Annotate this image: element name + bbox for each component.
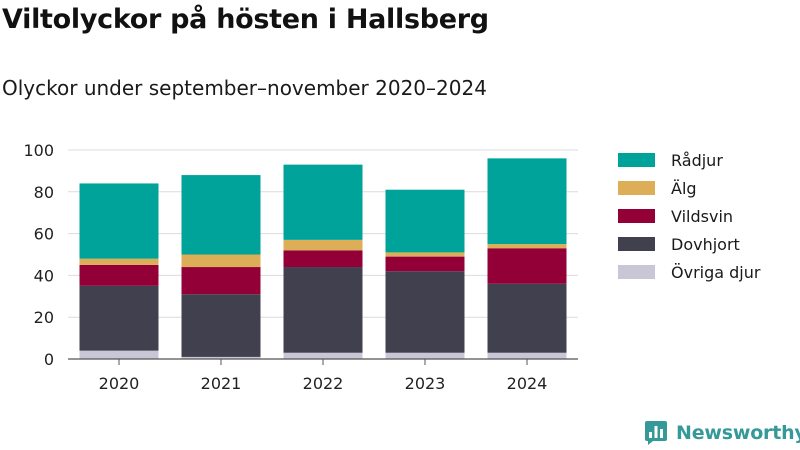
bar-segment (79, 258, 159, 265)
x-tick-label: 2020 (99, 374, 140, 393)
legend-item: Rådjur (618, 146, 760, 174)
bar-segment (181, 175, 261, 255)
y-tick-label: 0 (44, 350, 54, 369)
legend-label: Älg (671, 178, 697, 198)
bar-segment (487, 283, 567, 353)
legend-item: Älg (618, 174, 760, 202)
bar-segment (385, 352, 465, 359)
axes: 0 20 40 60 80 100 2020 2021 2022 2023 2024 (23, 141, 578, 393)
brand-logo: Newsworthy (644, 420, 800, 446)
y-tick-label: 40 (34, 266, 54, 285)
y-tick-label: 80 (34, 183, 54, 202)
bar-segment (181, 356, 261, 359)
bar-segment (181, 254, 261, 268)
x-tick-label: 2024 (507, 374, 548, 393)
x-tick-label: 2023 (405, 374, 446, 393)
legend-swatch (618, 237, 655, 251)
legend-label: Övriga djur (671, 262, 761, 282)
bar-segment (487, 158, 567, 245)
bar-segment (385, 256, 465, 272)
bar-segment (181, 267, 261, 295)
legend: Rådjur Älg Vildsvin Dovhjort Övriga djur (618, 146, 760, 286)
bar-segment (283, 250, 363, 268)
bar-segment (487, 244, 567, 249)
x-tick-label: 2022 (303, 374, 344, 393)
legend-swatch (618, 181, 655, 195)
legend-item: Övriga djur (618, 258, 760, 286)
bar-segment (283, 239, 363, 251)
bar-segment (283, 352, 363, 359)
stacked-bar-chart: 0 20 40 60 80 100 2020 2021 2022 2023 2024 (23, 141, 578, 393)
bar-segment (283, 164, 363, 240)
bar-segment (385, 252, 465, 257)
bar-segment (79, 350, 159, 359)
legend-swatch (618, 153, 655, 167)
bar-segment (385, 271, 465, 353)
y-tick-label: 20 (34, 308, 54, 327)
legend-item: Vildsvin (618, 202, 760, 230)
bar-segment (79, 264, 159, 286)
legend-swatch (618, 265, 655, 279)
newsworthy-logo-icon (645, 421, 667, 445)
bar-segment (79, 285, 159, 351)
y-tick-label: 60 (34, 225, 54, 244)
bar-series (79, 158, 567, 359)
y-tick-label: 100 (23, 141, 54, 160)
bar-segment (79, 183, 159, 259)
legend-label: Rådjur (671, 150, 723, 170)
chart-subtitle: Olyckor under september–november 2020–20… (2, 76, 487, 100)
chart-title: Viltolyckor på hösten i Hallsberg (2, 4, 489, 35)
bar-segment (181, 294, 261, 357)
legend-label: Vildsvin (671, 206, 734, 226)
legend-swatch (618, 209, 655, 223)
bar-segment (283, 267, 363, 353)
legend-item: Dovhjort (618, 230, 760, 258)
brand-name: Newsworthy (676, 422, 800, 444)
x-tick-label: 2021 (201, 374, 242, 393)
bar-segment (487, 352, 567, 359)
bar-segment (487, 248, 567, 284)
legend-label: Dovhjort (671, 234, 740, 254)
bar-segment (385, 189, 465, 253)
